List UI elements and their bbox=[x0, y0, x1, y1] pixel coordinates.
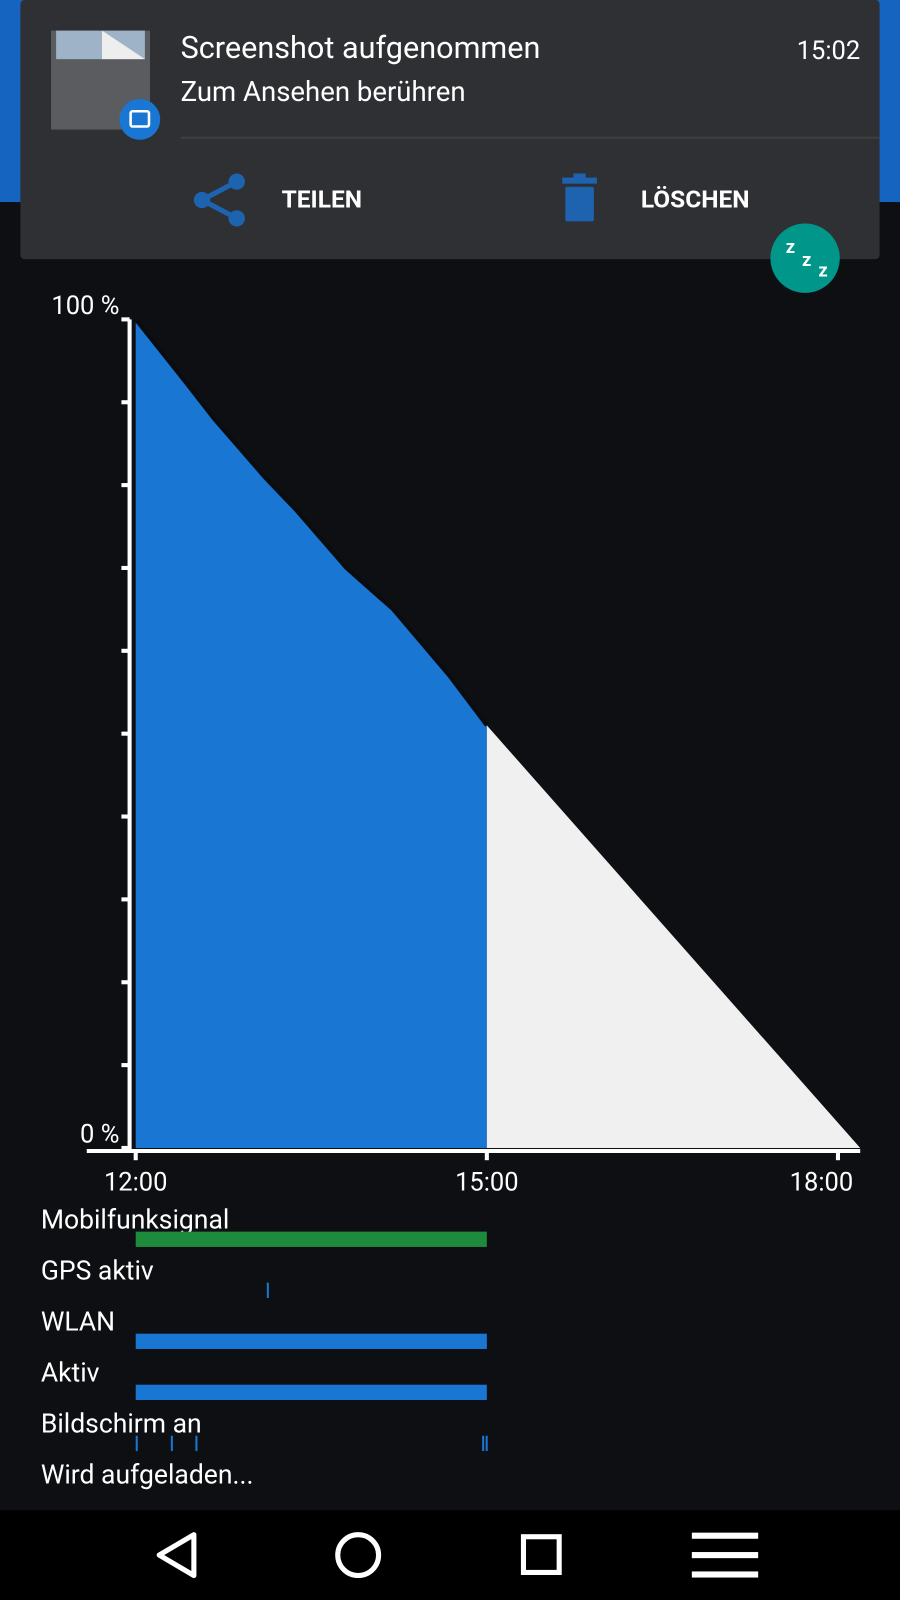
activity-label: Wird aufgeladen... bbox=[41, 1460, 254, 1491]
menu-bar bbox=[691, 1552, 759, 1559]
x-tick-label: 12:00 bbox=[104, 1167, 168, 1197]
back-button[interactable] bbox=[156, 1532, 197, 1579]
activity-label: GPS aktiv bbox=[41, 1255, 154, 1286]
delete-label[interactable]: LÖSCHEN bbox=[641, 184, 750, 213]
activity-bar bbox=[135, 1231, 487, 1247]
recents-button[interactable] bbox=[520, 1534, 562, 1575]
activity-bar bbox=[266, 1282, 269, 1298]
battery-area bbox=[486, 725, 861, 1148]
notification[interactable]: Screenshot aufgenommen 15:02 Zum Ansehen… bbox=[20, 0, 880, 293]
activity-label: WLAN bbox=[41, 1306, 115, 1337]
home-button[interactable] bbox=[335, 1532, 382, 1579]
y-tick-label: 0 % bbox=[80, 1119, 119, 1149]
snooze-icon[interactable] bbox=[770, 223, 840, 293]
activity-bar bbox=[485, 1435, 488, 1452]
activity-bar bbox=[135, 1435, 138, 1452]
y-tick-label: 100 % bbox=[51, 291, 119, 321]
activity-bar bbox=[135, 1333, 487, 1349]
share-button[interactable]: TEILEN bbox=[193, 173, 362, 227]
trash-icon bbox=[573, 173, 586, 180]
activity-bar bbox=[195, 1435, 198, 1452]
share-icon bbox=[228, 173, 245, 190]
notification-card[interactable] bbox=[20, 0, 880, 260]
share-icon bbox=[228, 210, 245, 227]
notification-subtitle: Zum Ansehen berühren bbox=[181, 75, 466, 108]
notification-time: 15:02 bbox=[797, 36, 861, 66]
activity-label: Mobilfunksignal bbox=[41, 1204, 230, 1235]
trash-icon bbox=[565, 186, 594, 222]
snooze-z: z bbox=[802, 250, 811, 271]
activity-bar bbox=[170, 1435, 173, 1452]
snooze-z: z bbox=[818, 260, 827, 281]
menu-button[interactable] bbox=[691, 1532, 759, 1578]
activity-list: Mobilfunksignal GPS aktiv WLAN Aktiv Bildsch… bbox=[41, 1204, 488, 1491]
menu-bar bbox=[691, 1532, 759, 1539]
trash-icon bbox=[562, 177, 597, 184]
battery-area bbox=[135, 319, 487, 1148]
battery-line bbox=[134, 318, 489, 727]
x-tick-label: 18:00 bbox=[790, 1167, 854, 1197]
nav-bar bbox=[0, 1510, 900, 1600]
activity-bar bbox=[135, 1384, 487, 1400]
activity-bar bbox=[482, 1435, 485, 1452]
activity-label: Aktiv bbox=[41, 1358, 100, 1389]
delete-button[interactable]: LÖSCHEN bbox=[562, 173, 750, 222]
image-icon bbox=[129, 109, 151, 128]
snooze-z: z bbox=[786, 237, 795, 258]
share-icon bbox=[193, 191, 211, 209]
activity-label: Bildschirm an bbox=[41, 1409, 202, 1440]
snooze-button[interactable]: z z z bbox=[770, 223, 840, 293]
share-label[interactable]: TEILEN bbox=[282, 184, 362, 213]
notification-title: Screenshot aufgenommen bbox=[181, 31, 541, 66]
x-tick-label: 15:00 bbox=[455, 1167, 519, 1197]
menu-bar bbox=[691, 1571, 759, 1578]
battery-chart: 0 % 100 % 12:00 15:00 18:00 bbox=[51, 291, 861, 1197]
image-badge bbox=[119, 98, 161, 140]
